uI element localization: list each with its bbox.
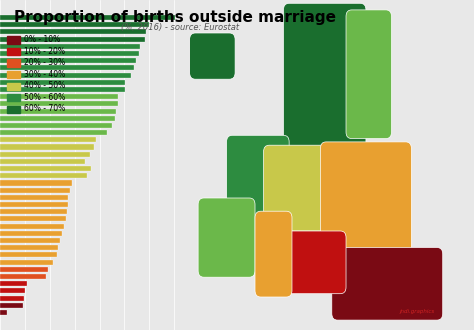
Bar [0,15,175,20]
Bar [0,181,73,185]
Bar [0,37,145,42]
Text: 60% - 70%: 60% - 70% [24,104,65,114]
Text: 20% - 30%: 20% - 30% [24,58,65,67]
Bar [0,152,90,157]
Text: 50% - 60%: 50% - 60% [24,93,65,102]
Bar [0,123,112,128]
Bar [0,260,53,265]
Bar [0,288,25,293]
Bar [0,188,70,193]
Text: Proportion of births outside marriage: Proportion of births outside marriage [14,10,336,25]
Text: 40% - 50%: 40% - 50% [24,81,65,90]
Bar [0,116,115,121]
Bar [0,145,94,149]
Bar [0,87,125,92]
Bar [0,202,68,207]
Bar [0,173,87,178]
Text: jndi.graphics: jndi.graphics [400,309,435,314]
Bar [0,195,68,200]
Bar [0,296,24,301]
FancyBboxPatch shape [332,248,443,320]
FancyBboxPatch shape [198,198,255,277]
Text: (%, 2016) - source: Eurostat: (%, 2016) - source: Eurostat [121,23,239,32]
Text: 0% - 10%: 0% - 10% [24,35,60,44]
Bar [0,245,58,250]
Bar [0,231,62,236]
Bar [0,65,134,70]
FancyBboxPatch shape [190,33,235,79]
Bar [0,130,107,135]
FancyBboxPatch shape [320,142,411,254]
Bar [0,216,66,221]
Bar [0,73,131,78]
Bar [0,303,23,308]
Bar [0,166,91,171]
FancyBboxPatch shape [346,10,392,139]
FancyBboxPatch shape [255,211,292,297]
Bar [0,224,64,229]
Bar [0,44,140,49]
Bar [0,137,96,142]
Bar [0,94,118,99]
Bar [0,101,118,106]
Bar [0,310,7,315]
FancyBboxPatch shape [264,145,337,231]
Bar [0,80,126,85]
Bar [0,267,48,272]
Bar [0,238,60,243]
Bar [0,274,46,279]
FancyBboxPatch shape [283,3,366,155]
Bar [0,159,85,164]
Text: 10% - 20%: 10% - 20% [24,47,64,56]
Bar [0,209,67,214]
Bar [0,51,138,56]
Bar [0,109,116,114]
Text: 30% - 40%: 30% - 40% [24,70,65,79]
Bar [0,281,27,286]
FancyBboxPatch shape [227,135,289,221]
Bar [0,22,148,27]
Bar [0,29,146,34]
FancyBboxPatch shape [283,231,346,294]
Bar [0,58,136,63]
Bar [0,252,57,257]
